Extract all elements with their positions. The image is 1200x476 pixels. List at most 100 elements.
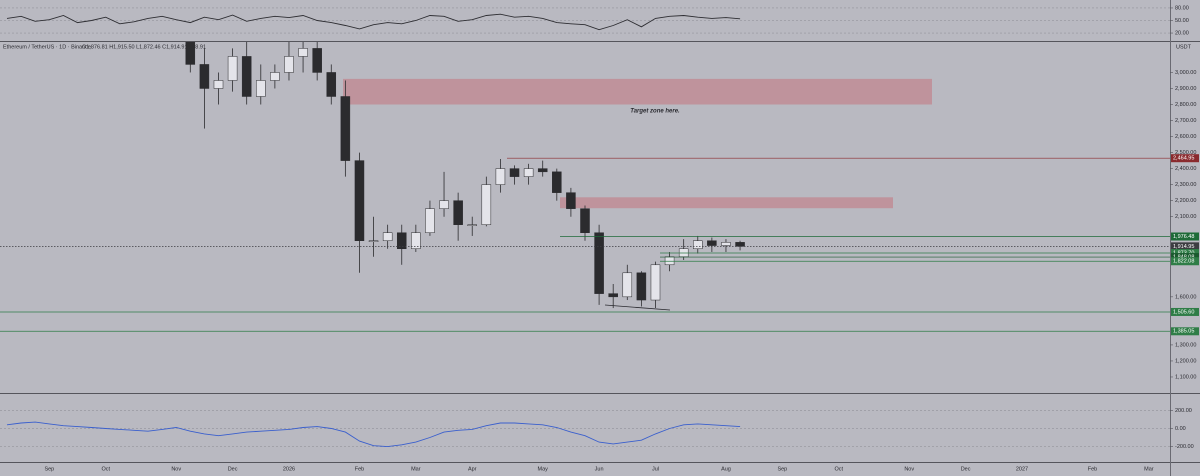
trend-line (604, 304, 671, 311)
x-tick-label: Mar (1144, 466, 1154, 472)
x-tick-label: Oct (101, 466, 110, 472)
y-tick-label: 2,700.00 (1175, 118, 1196, 124)
y-tick-label: 20.00 (1175, 31, 1189, 37)
ohlc-values: O1,876.81 H1,915.50 L1,872.46 C1,914.91 … (82, 44, 206, 50)
x-tick-label: Apr (468, 466, 477, 472)
y-tick-label: 50.00 (1175, 18, 1189, 24)
x-tick-label: Dec (228, 466, 238, 472)
candle-body (199, 64, 210, 89)
price-tag-label: 1,822.08 (1173, 259, 1194, 265)
x-tick-label: Sep (777, 466, 787, 472)
candle-body (552, 171, 562, 193)
price-tag (1171, 257, 1199, 266)
y-tick-label: 80.00 (1175, 5, 1189, 11)
candle-body (340, 96, 351, 161)
x-tick-label: Sep (44, 466, 54, 472)
candle-body (622, 272, 633, 298)
candle-body (453, 200, 463, 225)
price-tag-label: 1,914.95 (1173, 244, 1194, 250)
candle-body (185, 42, 196, 65)
price-tag (1171, 232, 1199, 241)
candle-body (411, 232, 421, 250)
x-tick-label: Oct (834, 466, 843, 472)
candle-body (467, 224, 477, 226)
candle-body (495, 168, 506, 185)
price-plot (185, 42, 932, 309)
y-tick-label: 200.00 (1175, 408, 1192, 414)
candle-body (566, 192, 576, 209)
price-tag-label: 1,976.48 (1173, 234, 1194, 240)
candle-body (481, 184, 492, 225)
candle-body (509, 168, 520, 177)
x-tick-label: Nov (904, 466, 914, 472)
candle-body (284, 56, 294, 73)
x-tick-label: 2027 (1016, 466, 1028, 472)
y-tick-label: 2,400.00 (1175, 166, 1196, 172)
candle-body (523, 168, 534, 177)
x-tick-label: Mar (411, 466, 421, 472)
y-tick-label: 1,200.00 (1175, 358, 1196, 364)
y-tick-label: 1,100.00 (1175, 374, 1196, 380)
candle-body (664, 256, 675, 266)
candle-body (326, 72, 337, 97)
x-tick-label: Feb (355, 466, 364, 472)
symbol-title: Ethereum / TetherUS · 1D · Binance (3, 44, 91, 50)
candle-body (537, 168, 548, 173)
y-tick-label: 2,600.00 (1175, 134, 1196, 140)
candle-body (608, 293, 618, 298)
candle-body (227, 56, 238, 81)
x-tick-label: Aug (721, 466, 731, 472)
indicator-line (6, 421, 741, 448)
y-tick-label: 1,600.00 (1175, 294, 1196, 300)
y-tick-label: 3,000.00 (1175, 70, 1196, 76)
y-tick-label: -200.00 (1175, 444, 1194, 450)
currency: USDT (1176, 44, 1192, 50)
price-tag (1171, 242, 1199, 251)
target-zone (343, 78, 932, 105)
candle-body (721, 242, 731, 246)
candle-body (693, 240, 703, 250)
candle-body (298, 48, 308, 57)
x-tick-label: Dec (961, 466, 971, 472)
y-tick-label: 2,900.00 (1175, 86, 1196, 92)
candle-body (354, 160, 365, 241)
price-tag (1171, 248, 1199, 257)
annotation: Target zone here. (630, 109, 680, 115)
indicator-line (6, 13, 741, 31)
price-tag (1171, 253, 1199, 262)
x-tick-label: Jul (652, 466, 659, 472)
x-tick-label: 2026 (283, 466, 295, 472)
x-tick-label: Jun (595, 466, 604, 472)
candle-body (241, 56, 252, 97)
price-tag (1171, 307, 1199, 316)
y-tick-label: 2,100.00 (1175, 214, 1196, 220)
x-tick-label: May (538, 466, 549, 472)
target-zone (560, 197, 893, 209)
candle-body (270, 72, 280, 81)
y-tick-label: 1,300.00 (1175, 342, 1196, 348)
y-tick-label: 0.00 (1175, 426, 1186, 432)
x-tick-label: Nov (171, 466, 181, 472)
price-tag (1171, 327, 1199, 336)
y-tick-label: 2,800.00 (1175, 102, 1196, 108)
candle-body (396, 232, 407, 250)
candle-body (707, 240, 717, 246)
candle-body (580, 208, 590, 233)
price-tag-label: 1,385.05 (1173, 329, 1194, 335)
price-tag (1171, 154, 1199, 163)
x-tick-label: Feb (1088, 466, 1097, 472)
candle-body (368, 240, 379, 242)
candle-body (382, 232, 393, 241)
y-tick-label: 2,500.00 (1175, 150, 1196, 156)
candle-body (425, 208, 435, 233)
candle-body (636, 272, 647, 301)
price-tag-label: 1,505.60 (1173, 309, 1194, 315)
y-tick-label: 2,300.00 (1175, 182, 1196, 188)
candle-body (439, 200, 449, 209)
candle-body (213, 80, 224, 89)
candle-body (312, 48, 322, 73)
y-tick-label: 2,200.00 (1175, 198, 1196, 204)
candle-body (594, 232, 604, 294)
